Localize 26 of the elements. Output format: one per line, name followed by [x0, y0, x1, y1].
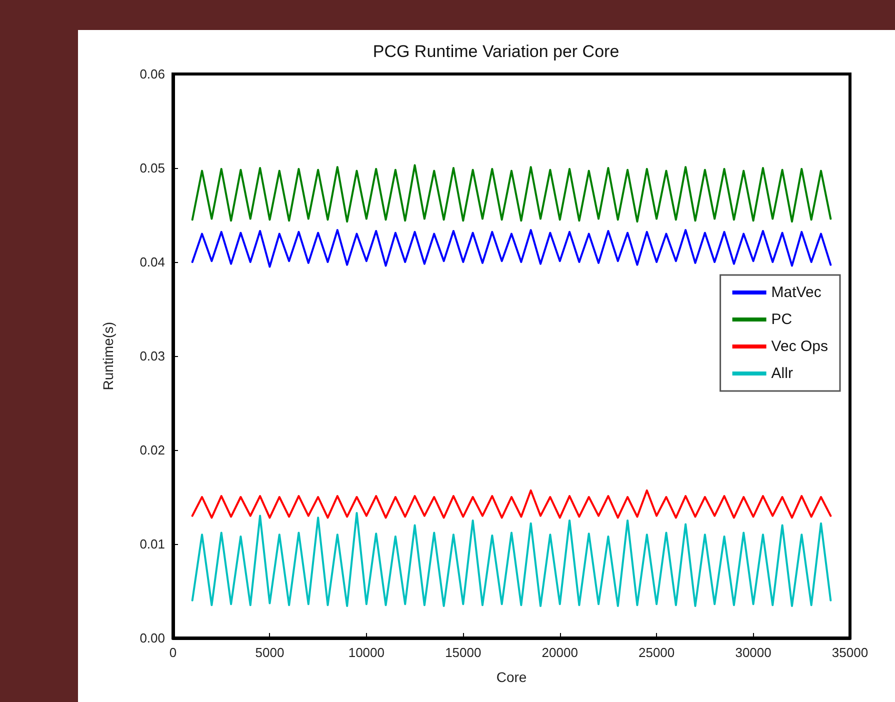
x-tick-label: 10000: [348, 645, 385, 660]
y-tick-label: 0.06: [140, 66, 165, 82]
legend-label: Allr: [771, 365, 793, 382]
line-series: [191, 512, 832, 608]
legend-label: MatVec: [771, 284, 822, 301]
x-tick-label: 20000: [542, 645, 578, 660]
x-axis-title: Core: [496, 669, 527, 685]
x-tick-label: 15000: [445, 645, 482, 660]
line-series: [191, 489, 832, 519]
x-tick-label: 5000: [255, 645, 284, 660]
x-tick-label: 35000: [832, 645, 868, 660]
y-tick-label: 0.00: [140, 630, 165, 646]
legend-label: Vec Ops: [771, 338, 828, 355]
y-tick-label: 0.04: [140, 254, 165, 270]
y-tick-label: 0.05: [140, 160, 165, 176]
legend-label: PC: [771, 311, 792, 328]
y-axis-title: Runtime(s): [100, 322, 116, 390]
line-series: [191, 229, 832, 268]
line-series: [191, 164, 832, 223]
x-tick-label: 30000: [735, 645, 772, 660]
chart-title: PCG Runtime Variation per Core: [372, 42, 620, 61]
y-tick-label: 0.02: [140, 442, 165, 458]
x-tick-label: 25000: [638, 645, 675, 660]
y-tick-label: 0.03: [140, 348, 165, 364]
y-tick-label: 0.01: [140, 536, 165, 552]
x-tick-label: 0: [169, 645, 177, 660]
